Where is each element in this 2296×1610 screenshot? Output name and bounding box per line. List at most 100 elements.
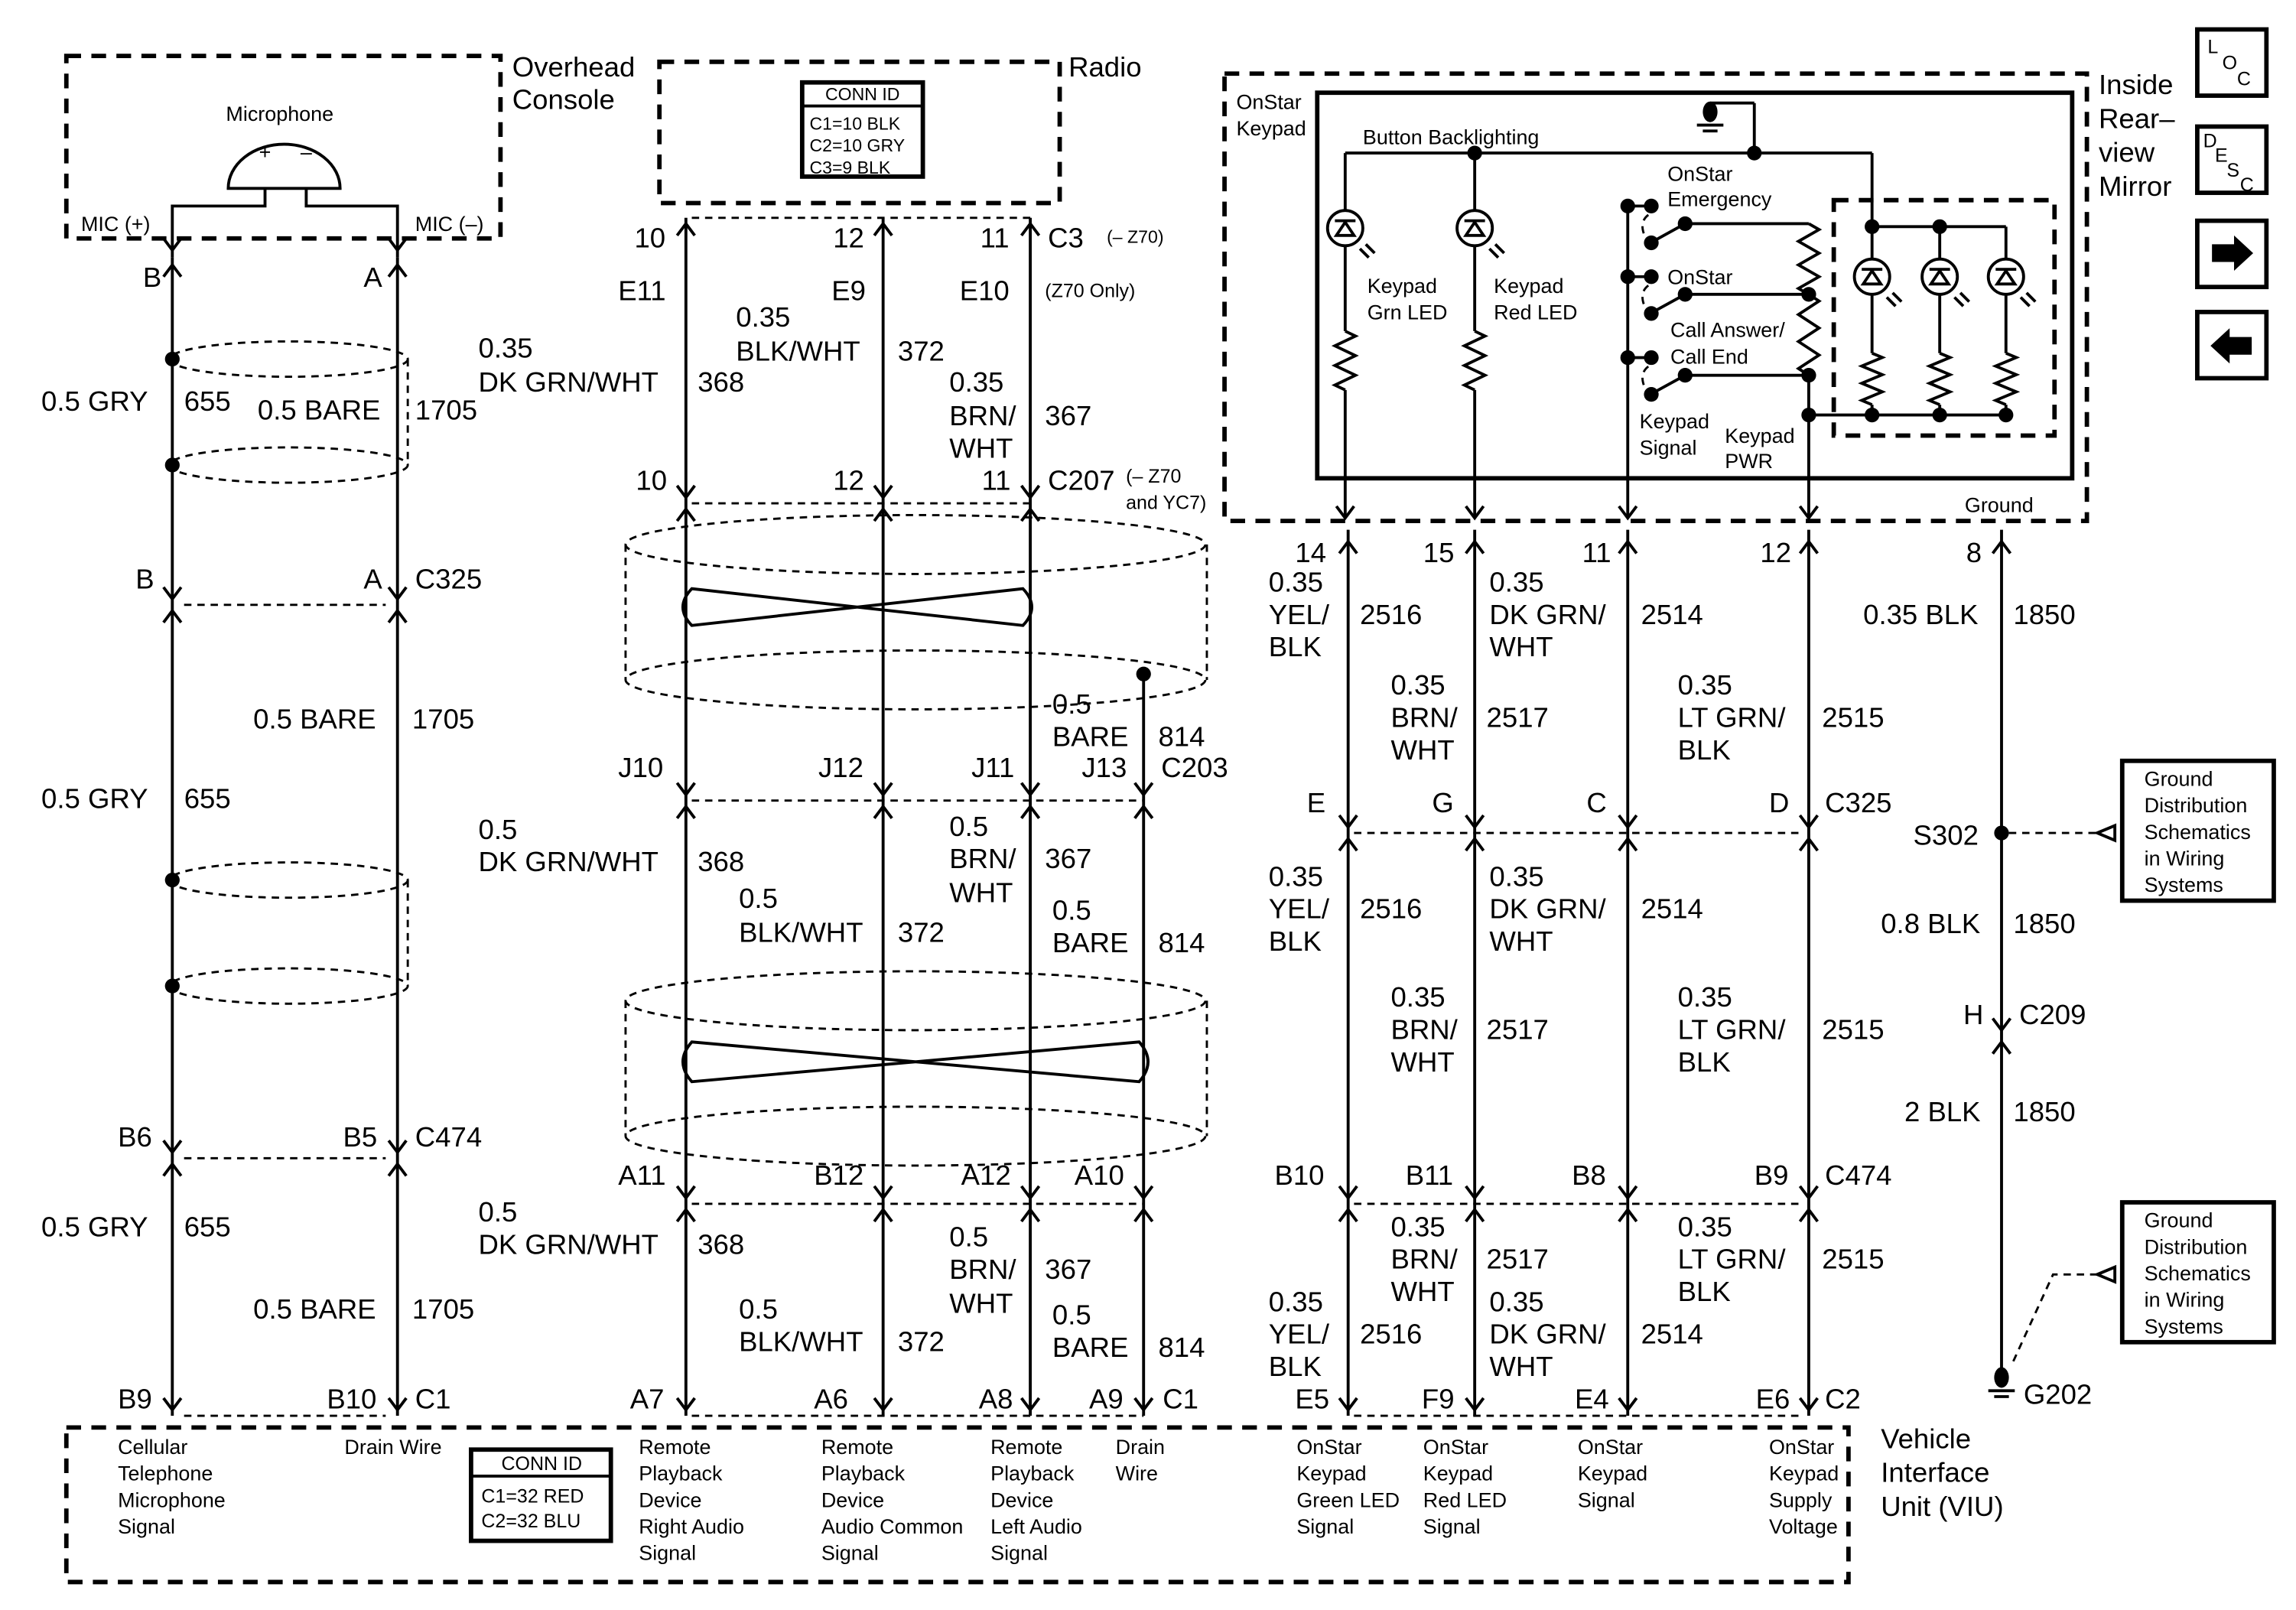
connector-terminal [1991, 538, 2012, 555]
connector-pin-label: C325 [415, 564, 482, 595]
viu-function-label: OnStar [1769, 1436, 1834, 1459]
wire-label: 655 [184, 385, 231, 417]
component-label: OnStar [1236, 90, 1301, 113]
connector-terminal [1020, 1185, 1041, 1201]
connector-pin-label: E5 [1295, 1383, 1329, 1414]
ground-reference-link: Ground [2145, 767, 2213, 790]
connector-terminal [675, 221, 696, 237]
connector-pin-label: C325 [1825, 787, 1891, 818]
connector-terminal [1020, 1207, 1041, 1223]
wire-label: 1850 [2013, 599, 2075, 630]
wire-label: 0.5 [949, 811, 988, 842]
ground-reference-link: Distribution [2145, 1235, 2248, 1258]
connector-pin-label: B12 [814, 1160, 863, 1191]
connector-terminal [675, 782, 696, 798]
viu-function-label: Drain [1116, 1436, 1165, 1459]
arrow-icon [2093, 1264, 2117, 1284]
connector-terminal [675, 1397, 696, 1413]
label: Keypad [1368, 275, 1437, 298]
connector-pin-label: C207 [1048, 465, 1114, 496]
viu-function-label: Left Audio [990, 1515, 1082, 1538]
wire-label: BLK [1269, 925, 1322, 957]
connector-pin-label: 8 [1966, 537, 1982, 568]
connector-terminal [1020, 804, 1041, 819]
viu-function-label: Keypad [1296, 1462, 1366, 1485]
viu-function-label: Signal [990, 1542, 1048, 1565]
connector-pin-label: C [1586, 787, 1606, 818]
ground-reference-link: Systems [2145, 873, 2223, 896]
wire-label: DK GRN/WHT [479, 1228, 659, 1260]
connector-pin-label: C2 [1825, 1383, 1861, 1414]
light-rays-icon [1953, 291, 1971, 307]
desc-letter: C [2240, 174, 2254, 196]
connector-terminal [1133, 782, 1154, 798]
viu-function-label: Green LED [1296, 1488, 1400, 1511]
wire-label: 368 [698, 846, 744, 877]
connector-terminal [1020, 1397, 1041, 1413]
wire-label: LT GRN/ [1678, 1244, 1787, 1275]
light-rays-icon [1358, 243, 1376, 259]
wire-label: YEL/ [1269, 1319, 1330, 1350]
connector-pin-label: F9 [1422, 1383, 1455, 1414]
wire-label: 0.5 GRY [41, 782, 148, 814]
connector-terminal [1465, 538, 1485, 555]
next-page-button[interactable] [2195, 218, 2269, 290]
connector-terminal [1798, 538, 1820, 555]
wire-label: 1850 [2013, 908, 2075, 939]
viu-function-label: Voltage [1769, 1515, 1838, 1538]
wire-label: BRN/ [1390, 1244, 1458, 1275]
viu-function-label: Signal [1578, 1488, 1635, 1511]
viu-function-label: OnStar [1578, 1436, 1643, 1459]
connector-terminal [1618, 505, 1638, 521]
loc-button-frame [2195, 27, 2269, 98]
connector-pin-label: 11 [982, 465, 1011, 496]
label: Signal [1640, 437, 1697, 460]
wire-label: 368 [698, 1228, 744, 1260]
reference-line [2012, 1273, 2098, 1362]
ground-reference-link: in Wiring [2145, 847, 2225, 870]
label: Red LED [1494, 301, 1577, 324]
connector-terminal [387, 262, 408, 278]
splice-dot [1644, 306, 1659, 321]
connector-pin-label: 12 [833, 222, 864, 253]
wire-label: 2 BLK [1904, 1096, 1981, 1127]
viu-function-label: Playback [639, 1462, 723, 1485]
connector-pin-label: J10 [618, 752, 663, 783]
connector-terminal [1798, 836, 1820, 852]
twisted-pair [681, 587, 1033, 627]
desc-letter: D [2203, 130, 2217, 151]
wire-label: 372 [898, 335, 945, 366]
connector-terminal [1133, 1185, 1154, 1201]
resistor [1925, 352, 1954, 406]
previous-page-button[interactable] [2195, 310, 2269, 381]
connector-terminal [1618, 1207, 1638, 1223]
splice-dot [1801, 407, 1816, 423]
led-icon [1852, 257, 1891, 296]
wire-label: BLK/WHT [739, 916, 863, 948]
conn-id-title: CONN ID [825, 84, 899, 104]
light-rays-icon [1488, 243, 1506, 259]
ground-label: G202 [2024, 1379, 2092, 1410]
connector-pin-label: B8 [1572, 1160, 1606, 1191]
splice-dot [1620, 350, 1635, 366]
component-label: view [2099, 137, 2155, 168]
radio-box [657, 59, 1062, 206]
label: Keypad [1494, 275, 1563, 298]
wire-label: DK GRN/ [1489, 893, 1606, 925]
wire-label: WHT [949, 877, 1013, 908]
connector-terminal [1798, 505, 1820, 521]
loc-button[interactable]: LOC [2195, 27, 2269, 98]
wire-label: WHT [1489, 631, 1553, 662]
previous-page-button-frame [2195, 310, 2269, 381]
wire-label: 0.5 [739, 883, 778, 914]
connector-terminal [387, 1397, 408, 1413]
viu-function-label: Remote [821, 1436, 893, 1459]
wire-label: 814 [1158, 927, 1205, 958]
connector-pin-label: B10 [1274, 1160, 1324, 1191]
connector-pin-label: J13 [1081, 752, 1127, 783]
loc-letter: C [2237, 69, 2251, 90]
led-icon [1860, 268, 1884, 286]
wire-label: 0.5 [479, 814, 518, 845]
